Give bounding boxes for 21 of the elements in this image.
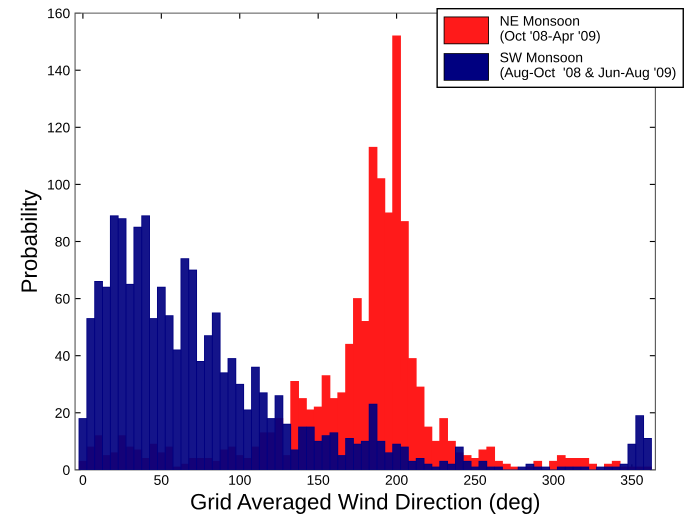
y-tick-label: 80 [55, 236, 70, 247]
y-tick-label: 0 [63, 465, 70, 476]
y-tick-label: 140 [48, 66, 70, 76]
x-tick-label: 250 [464, 475, 486, 485]
x-tick-label: 200 [386, 475, 408, 485]
y-axis-title: Probability [20, 190, 42, 292]
legend-label: NE Monsoon (Oct '08-Apr '09) [500, 16, 600, 44]
x-axis-title: Grid Averaged Wind Direction (deg) [191, 493, 540, 514]
x-tick-label: 150 [308, 475, 330, 485]
y-tick-label: 40 [55, 351, 70, 361]
x-tick-label: 100 [229, 475, 251, 485]
y-tick-label: 120 [48, 122, 70, 132]
legend-label: SW Monsoon (Aug-Oct '08 & Jun-Aug '09) [500, 52, 676, 80]
x-tick-label: 50 [154, 475, 169, 485]
y-tick-label: 60 [55, 294, 70, 304]
y-tick-label: 20 [55, 408, 70, 418]
x-tick-label: 300 [542, 475, 564, 485]
x-tick-label: 350 [620, 475, 643, 485]
y-tick-label: 160 [48, 8, 70, 18]
x-tick-label: 0 [80, 475, 86, 485]
y-tick-label: 100 [48, 180, 70, 190]
